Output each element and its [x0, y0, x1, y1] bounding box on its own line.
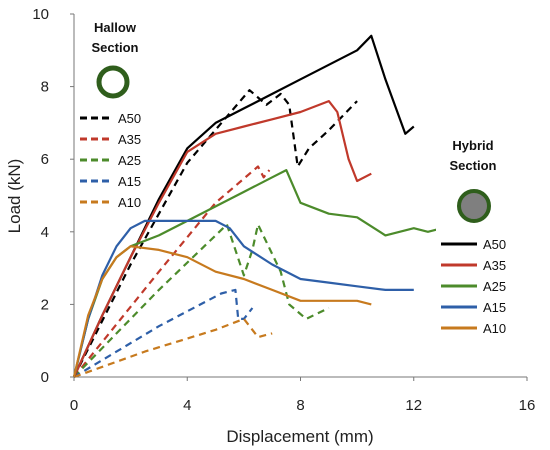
hybrid-section-icon — [457, 189, 491, 223]
x-tick-label: 4 — [183, 397, 191, 414]
legend-label-a10: A10 — [118, 195, 141, 210]
legend-layer: Hallow Section A50 A35 A25 A15 A10 Hybrid Sectio… — [80, 20, 526, 339]
legend-label-a35: A35 — [118, 132, 141, 147]
legend-label-a25: A25 — [118, 153, 141, 168]
x-axis-title: Displacement (mm) — [226, 427, 373, 446]
y-tick-label: 4 — [41, 224, 49, 241]
legend-label-a10: A10 — [483, 321, 506, 336]
legend-title-line: Hybrid — [452, 138, 493, 153]
y-tick-label: 8 — [41, 79, 49, 96]
hybrid-series-a15 — [72, 219, 414, 378]
y-tick-label: 6 — [41, 151, 49, 168]
hollow-series-a50 — [73, 89, 358, 378]
hollow-series-a35 — [73, 165, 271, 378]
legend-label-a50: A50 — [483, 237, 506, 252]
legend-label-a25: A25 — [483, 279, 506, 294]
hollow-series-a25 — [73, 223, 330, 378]
y-tick-label: 0 — [41, 369, 49, 386]
legend-title-line: Section — [450, 158, 497, 173]
y-tick-label: 10 — [32, 6, 49, 23]
legend-title-line: Hallow — [94, 20, 137, 35]
x-tick-label: 8 — [296, 397, 304, 414]
legend-label-a35: A35 — [483, 258, 506, 273]
hollow-legend: Hallow Section A50 A35 A25 A15 A10 — [80, 20, 141, 210]
legend-label-a15: A15 — [118, 174, 141, 189]
hollow-series-a15 — [73, 288, 254, 378]
y-tick-label: 2 — [41, 296, 49, 313]
legend-label-a50: A50 — [118, 111, 141, 126]
x-tick-label: 0 — [70, 397, 78, 414]
hollow-series-a10 — [73, 317, 273, 379]
legend-title-line: Section — [92, 40, 139, 55]
legend-label-a15: A15 — [483, 300, 506, 315]
hybrid-series-a10 — [72, 245, 372, 378]
tick-layer: 0 4 8 12 16 0 2 4 6 8 10 — [32, 6, 535, 414]
hollow-section-icon — [96, 65, 130, 99]
y-axis-title: Load (kN) — [5, 159, 24, 234]
legend-background — [436, 132, 526, 339]
series-layer — [72, 34, 443, 379]
hybrid-legend: Hybrid Section A50 A35 A25 A15 A10 — [436, 132, 526, 339]
x-tick-label: 16 — [519, 397, 536, 414]
hybrid-series-a35 — [73, 99, 372, 378]
x-tick-label: 12 — [405, 397, 422, 414]
